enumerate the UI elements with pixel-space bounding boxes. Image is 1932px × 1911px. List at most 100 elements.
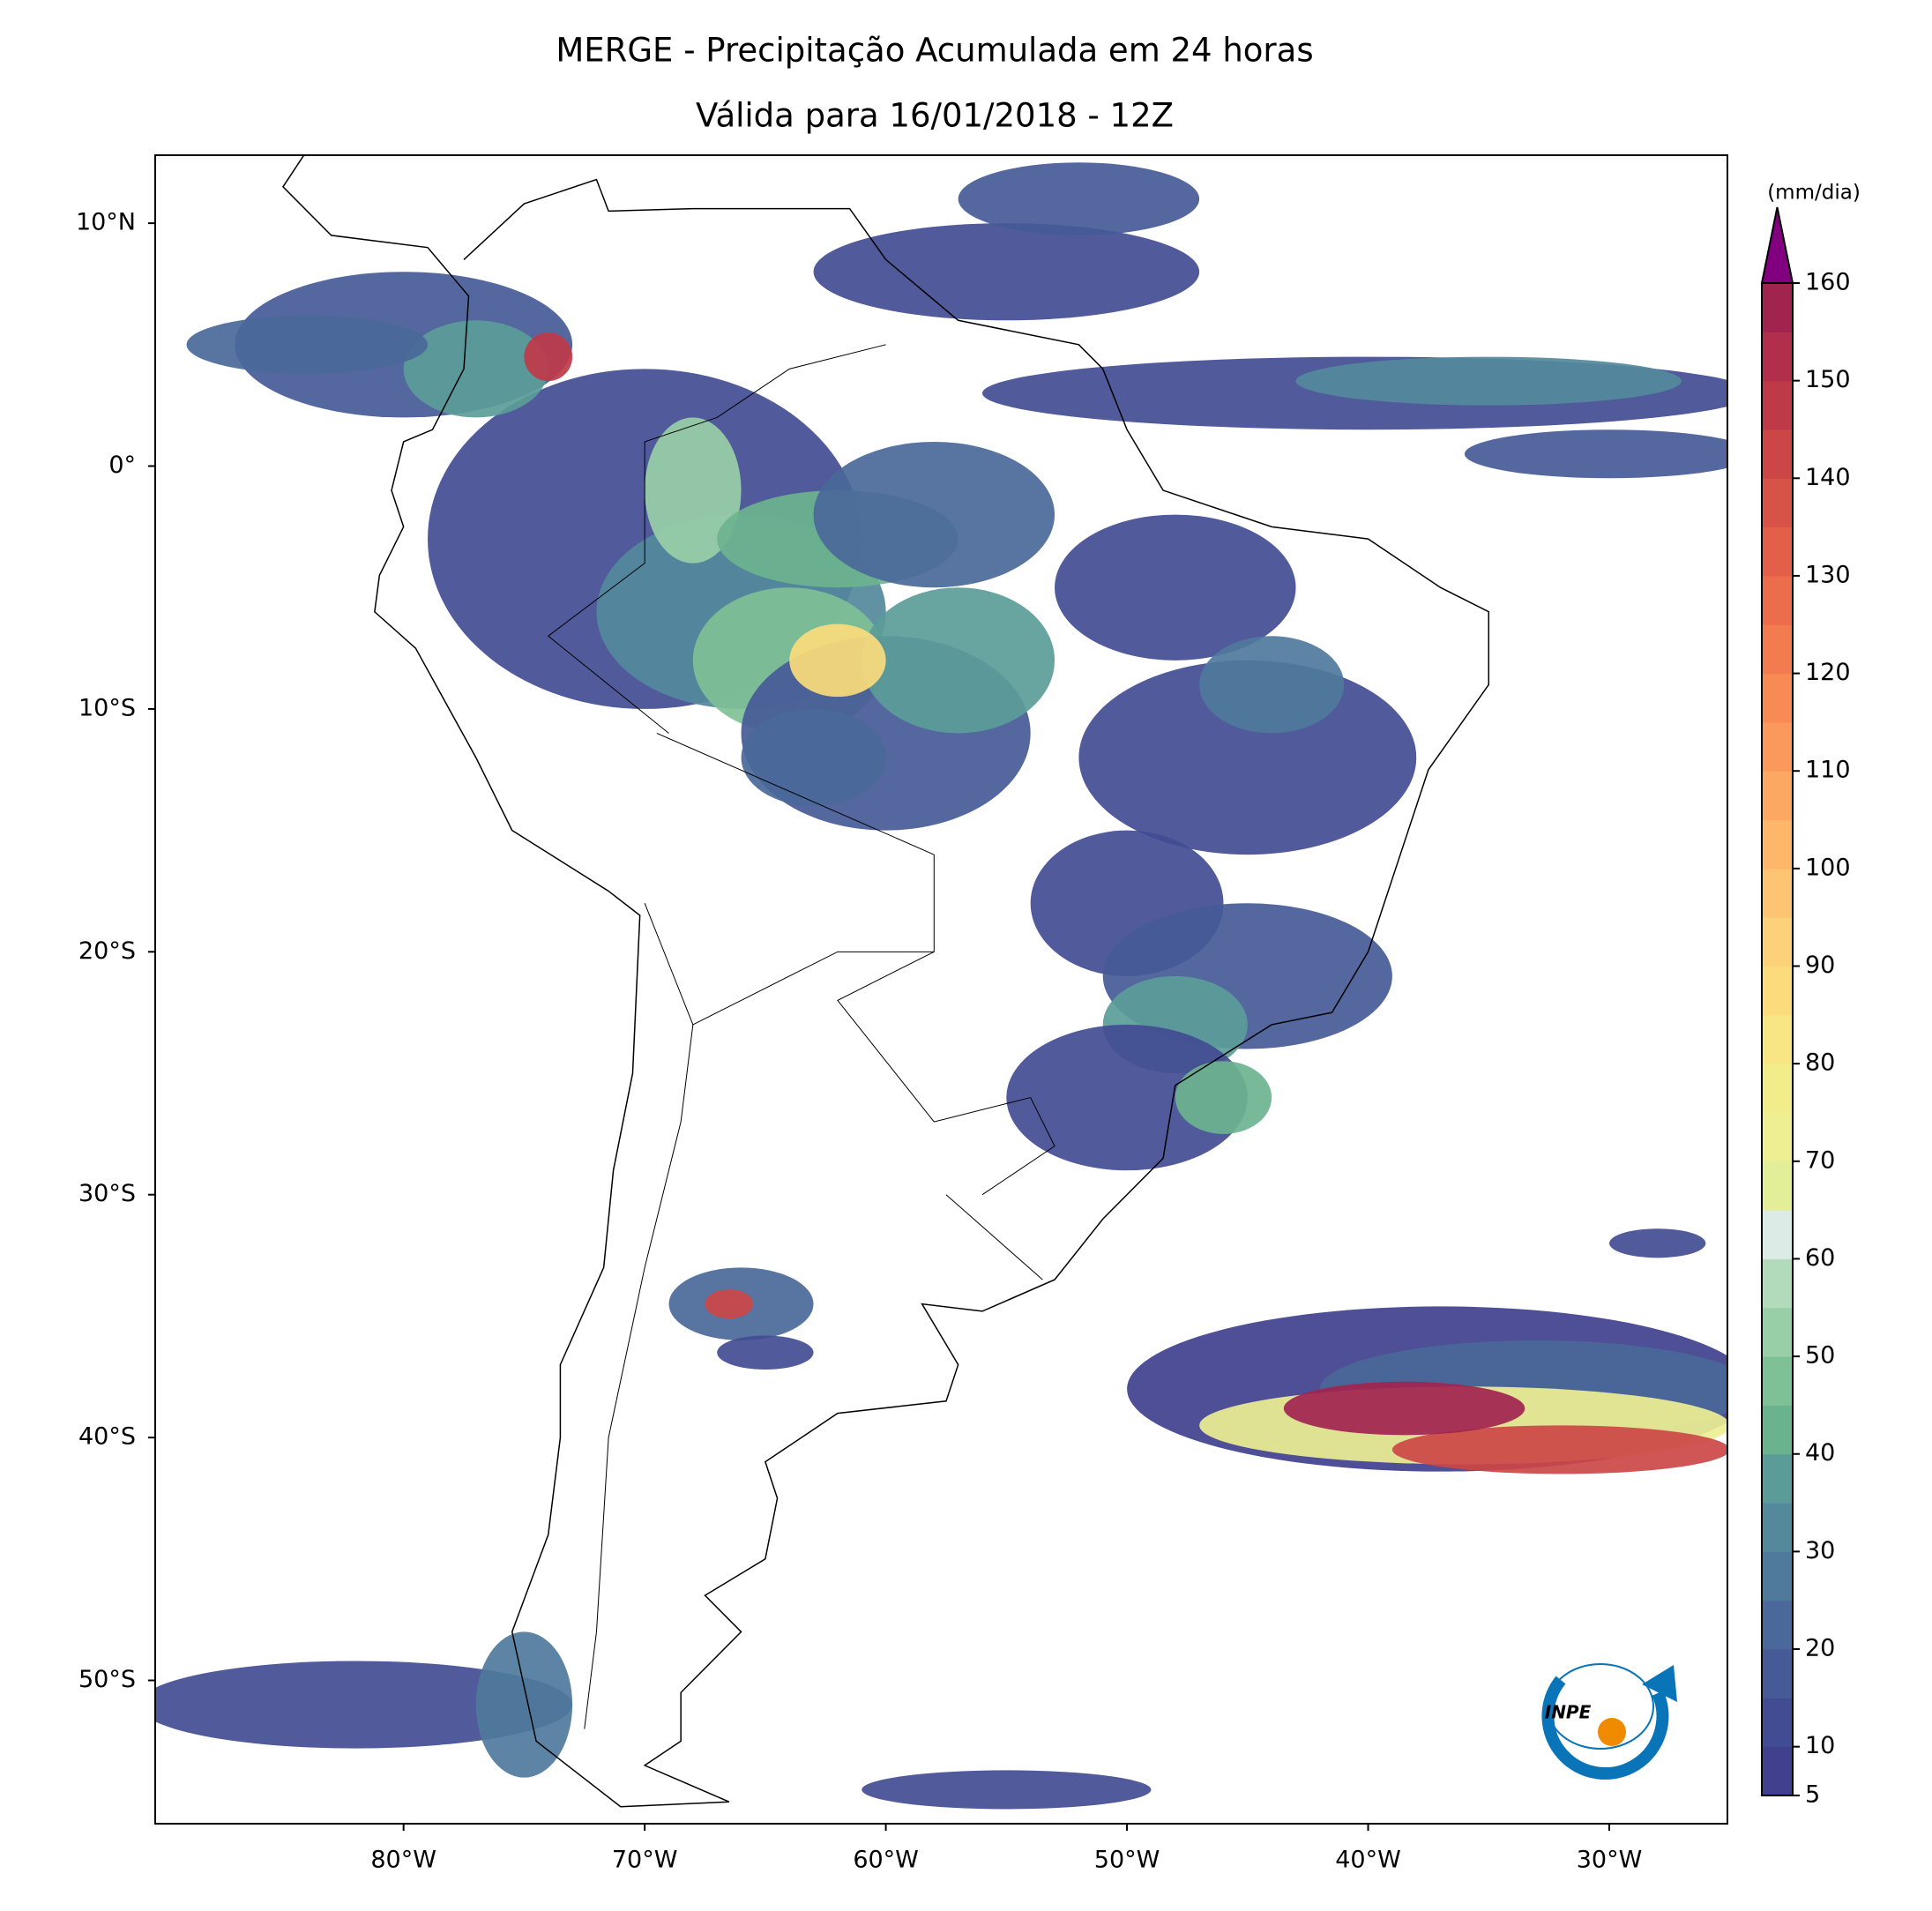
precip-layer — [155, 155, 1727, 1810]
y-tick-label: 40°S — [78, 1423, 136, 1451]
y-tick-label: 30°S — [78, 1180, 136, 1207]
precip-area — [186, 315, 429, 374]
precip-area — [813, 441, 1056, 588]
colorbar-bin — [1762, 966, 1793, 1016]
colorbar-bin — [1762, 1551, 1793, 1601]
colorbar-tick-label: 70 — [1805, 1146, 1835, 1174]
colorbar-bin — [1762, 1453, 1793, 1504]
colorbar-bin — [1762, 380, 1793, 430]
colorbar-bin — [1762, 1649, 1793, 1698]
precip-area — [1175, 1061, 1272, 1134]
precip-area — [475, 1631, 573, 1778]
colorbar-bin — [1762, 868, 1793, 918]
colorbar-bin — [1762, 1746, 1793, 1796]
precip-area — [705, 1289, 754, 1319]
colorbar-bin — [1762, 1014, 1793, 1064]
colorbar-bin — [1762, 1600, 1793, 1650]
colorbar-tick-label: 30 — [1805, 1537, 1835, 1564]
precip-area — [1055, 514, 1296, 661]
colorbar-bin — [1762, 1698, 1793, 1748]
border — [981, 1097, 1056, 1196]
y-tick-label: 0° — [108, 452, 136, 479]
colorbar-tick-label: 5 — [1805, 1781, 1820, 1809]
precip-area — [1391, 1425, 1727, 1474]
precip-area — [958, 162, 1200, 235]
x-tick-label: 30°W — [1577, 1847, 1643, 1874]
map-frame — [154, 154, 1728, 1825]
precip-area — [862, 587, 1056, 734]
colorbar-tick-label: 50 — [1805, 1342, 1835, 1370]
x-tick-label: 80°W — [370, 1847, 436, 1874]
colorbar-tick-label: 60 — [1805, 1244, 1835, 1272]
colorbar-tick-label: 20 — [1805, 1635, 1835, 1662]
colorbar-extend — [1760, 206, 1794, 284]
x-tick-label: 40°W — [1335, 1847, 1401, 1874]
colorbar-tick-label: 90 — [1805, 952, 1835, 979]
colorbar-tick-label: 130 — [1805, 561, 1851, 588]
colorbar-bin — [1762, 283, 1793, 332]
colorbar-bin — [1762, 575, 1793, 625]
colorbar-bin — [1762, 526, 1793, 577]
colorbar-bin — [1762, 1356, 1793, 1406]
colorbar-bin — [1762, 819, 1793, 870]
colorbar-bin — [1762, 917, 1793, 967]
precip-area — [741, 708, 886, 807]
precip-area — [862, 1770, 1152, 1810]
precip-area — [717, 1335, 814, 1370]
colorbar-bin — [1762, 429, 1793, 479]
y-tick-label: 20°S — [78, 937, 136, 965]
x-tick-label: 50°W — [1094, 1847, 1160, 1874]
y-tick-label: 50°S — [78, 1666, 136, 1693]
precip-area — [813, 223, 1200, 321]
precip-area — [1006, 1024, 1248, 1171]
colorbar-tick-label: 160 — [1805, 269, 1851, 296]
colorbar-tick-label: 40 — [1805, 1439, 1835, 1467]
colorbar-tick-label: 80 — [1805, 1049, 1835, 1077]
precip-area — [789, 623, 886, 698]
inpe-logo: INPE — [1541, 1663, 1677, 1780]
colorbar-bin — [1762, 478, 1793, 528]
precip-area — [1464, 429, 1727, 479]
precip-area — [1199, 636, 1345, 734]
colorbar-bin — [1762, 624, 1793, 675]
logo-orbit — [1547, 1663, 1654, 1750]
colorbar-frame — [1761, 283, 1794, 1796]
colorbar-bin — [1762, 332, 1793, 382]
colorbar-bin — [1762, 1112, 1793, 1162]
colorbar-tick-label: 10 — [1805, 1732, 1835, 1759]
precip-area — [155, 1661, 573, 1749]
colorbar-label: (mm/dia) — [1767, 182, 1861, 205]
colorbar-bin — [1762, 721, 1793, 772]
border — [656, 732, 1031, 1123]
precip-area — [403, 320, 548, 418]
colorbar-bin — [1762, 673, 1793, 723]
title: MERGE - Precipitação Acumulada em 24 hor… — [556, 32, 1313, 70]
colorbar-bin — [1762, 1258, 1793, 1309]
colorbar-tick-label: 120 — [1805, 659, 1851, 686]
y-tick-label: 10°S — [78, 694, 136, 721]
precip-area — [645, 417, 742, 564]
colorbar-bin — [1762, 1064, 1793, 1113]
logo-arrow — [1642, 1665, 1677, 1702]
colorbar-tick-label: 110 — [1805, 757, 1851, 784]
precip-area — [524, 332, 573, 382]
border — [945, 1194, 1043, 1280]
colorbar-bin — [1762, 1307, 1793, 1357]
border — [547, 344, 886, 734]
x-tick-label: 60°W — [853, 1847, 919, 1874]
coastline — [281, 155, 1490, 1808]
colorbar-bin — [1762, 1161, 1793, 1211]
colorbar-bin — [1762, 771, 1793, 821]
colorbar-bin — [1762, 1405, 1793, 1455]
precip-area — [1609, 1228, 1706, 1258]
colorbar-bin — [1762, 1503, 1793, 1552]
logo-text: INPE — [1545, 1702, 1592, 1723]
colorbar-bin — [1762, 1210, 1793, 1259]
subtitle: Válida para 16/01/2018 - 12Z — [696, 97, 1174, 135]
colorbar-tick-label: 150 — [1805, 366, 1851, 393]
precip-area — [1295, 356, 1682, 406]
precip-area — [1283, 1381, 1525, 1436]
y-tick-label: 10°N — [76, 209, 136, 236]
border — [692, 951, 935, 1026]
